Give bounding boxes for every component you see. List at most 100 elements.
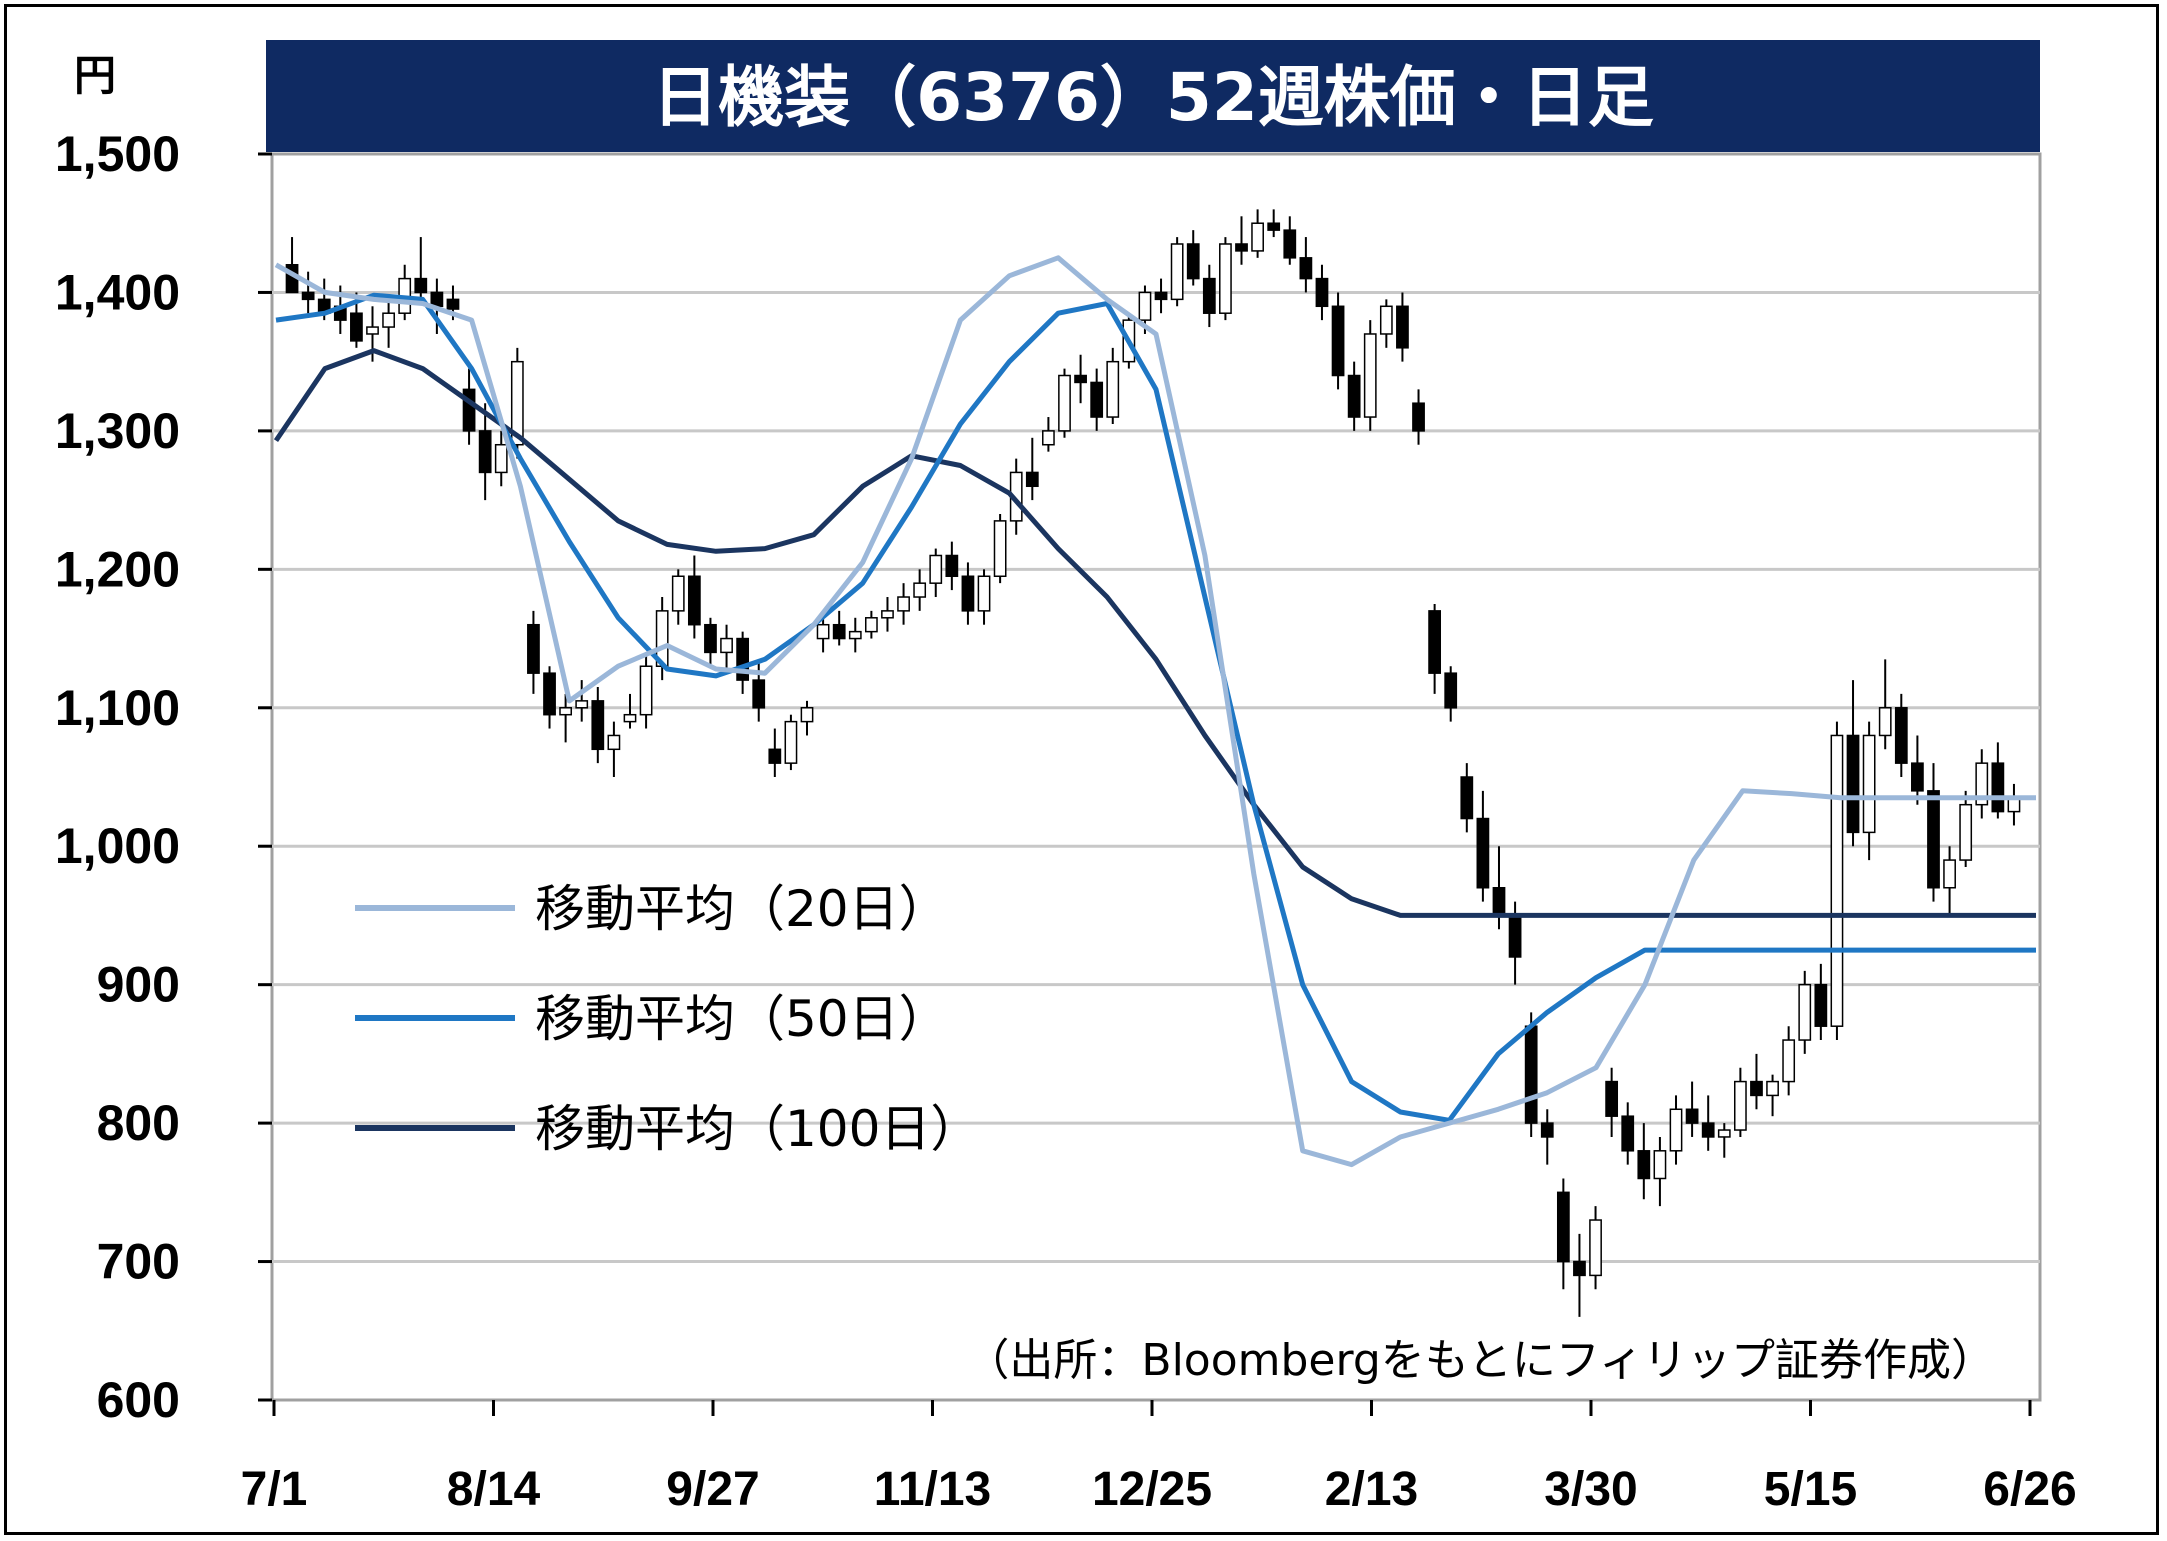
x-tick-label: 11/13 [874,1463,991,1516]
candle-body [1074,374,1087,384]
candle-body [784,720,798,764]
moving-average-lines [273,255,2036,1168]
candle-body [591,700,605,751]
y-tick-label: 1,400 [55,264,180,320]
candle-body [1315,277,1329,308]
ma100-line [273,348,2036,918]
candle-body [1476,817,1490,889]
x-tick-label: 6/26 [1983,1463,2076,1516]
x-tick-label: 5/15 [1764,1463,1857,1516]
candle-body [1251,222,1264,252]
candle-body [1219,243,1232,314]
candle-body [1991,762,2005,813]
candle-body [720,637,733,654]
candle-body [1058,374,1071,432]
candle-body [494,443,508,474]
candle-body [897,596,910,612]
candle-body [1605,1080,1619,1117]
candle-body [1379,305,1393,335]
candle-body [832,623,846,640]
candle-body [1589,1219,1602,1277]
plot-area [270,152,2042,1402]
candle-body [1894,707,1908,764]
legend-label-ma100: 移動平均（100日） [535,1100,980,1158]
candle-body [1717,1129,1731,1138]
candle-body [623,713,637,723]
candle-body [1878,707,1892,737]
chart-title: 日機装（6376）52週株価・日足 [652,59,1654,136]
legend-label-ma50: 移動平均（50日） [535,990,949,1048]
candle-body [478,430,492,474]
candle-body [639,665,653,716]
candle-body [1733,1080,1747,1131]
candle-body [945,554,959,578]
candle-body [1283,229,1297,259]
candle-body [929,554,943,584]
candle-body [961,575,975,612]
candle-body [1573,1260,1586,1277]
candle-body [1540,1122,1554,1138]
candle-body [1138,291,1152,321]
candle-body [816,623,830,640]
candle-body [607,734,621,751]
candle-body [768,748,782,764]
candle-body [1331,305,1345,377]
candle-body [1186,243,1200,280]
candle-body [366,326,379,335]
candle-body [1975,762,1989,806]
candle-body [1202,277,1216,314]
candle-body [1042,430,1055,446]
candle-body [559,707,573,716]
candle-body [1090,381,1104,418]
candle-body [1412,402,1425,432]
candle-body [687,575,701,626]
candle-body [1170,243,1184,301]
candle-body [382,312,395,328]
candle-body [1637,1150,1651,1180]
legend-label-ma20: 移動平均（20日） [535,880,949,938]
candle-body [543,672,556,716]
candle-body [1830,734,1844,1027]
candle-body [736,637,750,681]
candle-body [446,298,460,310]
candle-body [350,312,363,342]
y-tick-label: 1,300 [55,403,180,459]
candle-body [1492,887,1506,917]
gridlines [272,290,2040,1264]
candle-body [864,617,878,633]
candle-body [1025,471,1039,488]
candle-body [977,575,991,612]
x-tick-label: 7/1 [241,1463,308,1516]
x-tick-label: 8/14 [447,1463,541,1516]
candle-body [800,707,814,723]
candle-body [1669,1108,1683,1152]
legend: 移動平均（20日） 移動平均（50日） 移動平均（100日） [355,880,980,1158]
candle-body [848,630,862,640]
candle-body [527,623,540,674]
candle-body [881,610,894,619]
y-tick-label: 1,200 [55,541,180,597]
candle-body [1766,1080,1779,1097]
y-tick-label: 900 [97,957,180,1013]
candle-body [1621,1115,1635,1152]
candle-body [993,520,1007,578]
candle-body [1508,914,1522,958]
candle-body [1846,734,1860,834]
candle-body [1782,1039,1796,1083]
candle-body [752,679,766,709]
y-tick-label: 1,000 [55,818,180,874]
candle-body [1347,374,1361,418]
title-banner [266,40,2040,152]
y-tick-label: 700 [97,1234,180,1290]
chart-frame [4,4,2159,1535]
candle-body [1701,1122,1715,1138]
candle-body [1154,291,1168,301]
candle-body [1653,1150,1667,1180]
candle-body [671,575,685,612]
candle-body [1862,734,1876,834]
candle-body [704,623,717,654]
y-unit-label: 円 [74,51,116,100]
y-tick-label: 1,500 [55,126,180,182]
candle-body [1524,1025,1538,1124]
